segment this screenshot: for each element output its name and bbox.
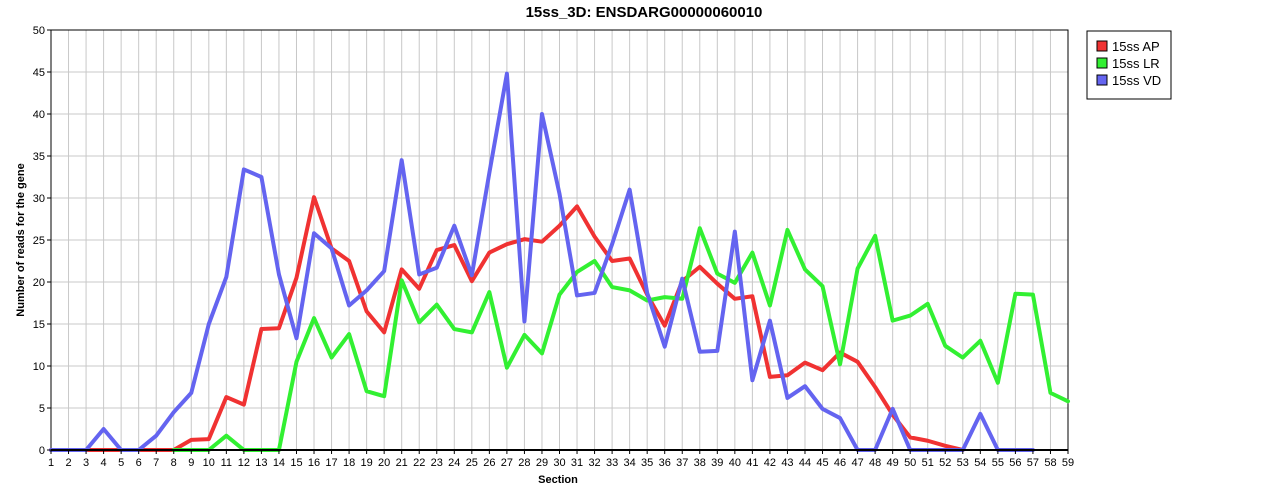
x-tick-label: 39 — [711, 457, 723, 469]
y-axis-title: Number of reads for the gene — [15, 163, 27, 316]
x-tick-label: 22 — [413, 457, 425, 469]
x-tick-label: 42 — [764, 457, 776, 469]
x-tick-label: 56 — [1009, 457, 1021, 469]
x-tick-label: 50 — [904, 457, 916, 469]
x-tick-label: 19 — [360, 457, 372, 469]
x-tick-label: 49 — [887, 457, 899, 469]
x-tick-label: 16 — [308, 457, 320, 469]
y-tick-label: 10 — [33, 361, 45, 373]
x-tick-label: 55 — [992, 457, 1004, 469]
x-tick-label: 31 — [571, 457, 583, 469]
x-tick-label: 35 — [641, 457, 653, 469]
x-tick-label: 25 — [466, 457, 478, 469]
x-tick-label: 48 — [869, 457, 881, 469]
x-tick-label: 11 — [221, 457, 232, 469]
x-axis-ticks: 1 2 3 4 5 6 7 8 9 10 11 12 13 14 15 16 17 18 19 20 21 22 23 24 2… — [48, 450, 1074, 469]
legend-swatch-15ss-ap — [1096, 40, 1108, 52]
x-tick-label: 7 — [153, 457, 159, 469]
legend-swatch-15ss-lr — [1096, 57, 1108, 69]
y-axis-ticks: 0 5 10 15 20 25 30 35 40 45 50 — [33, 25, 51, 457]
x-tick-label: 30 — [553, 457, 565, 469]
x-tick-label: 44 — [799, 457, 811, 469]
x-tick-label: 34 — [624, 457, 636, 469]
x-tick-label: 13 — [255, 457, 267, 469]
y-tick-label: 45 — [33, 67, 45, 79]
x-tick-label: 15 — [290, 457, 302, 469]
x-tick-label: 17 — [325, 457, 337, 469]
x-tick-label: 21 — [396, 457, 408, 469]
x-tick-label: 37 — [676, 457, 688, 469]
x-tick-label: 18 — [343, 457, 355, 469]
legend-label-15ss-vd: 15ss VD — [1112, 73, 1161, 88]
x-tick-label: 27 — [501, 457, 513, 469]
x-tick-label: 3 — [83, 457, 89, 469]
x-tick-label: 26 — [483, 457, 495, 469]
x-tick-label: 43 — [781, 457, 793, 469]
chart-title: 15ss_3D: ENSDARG00000060010 — [526, 4, 763, 21]
x-tick-label: 47 — [851, 457, 863, 469]
x-tick-label: 23 — [431, 457, 443, 469]
x-tick-label: 46 — [834, 457, 846, 469]
x-tick-label: 1 — [48, 457, 54, 469]
y-tick-label: 25 — [33, 235, 45, 247]
x-tick-label: 2 — [65, 457, 71, 469]
y-tick-label: 20 — [33, 277, 45, 289]
y-tick-label: 0 — [39, 445, 45, 457]
legend: 15ss AP 15ss LR 15ss VD — [1086, 30, 1172, 100]
x-tick-label: 8 — [171, 457, 177, 469]
y-tick-label: 5 — [39, 403, 45, 415]
x-tick-label: 36 — [659, 457, 671, 469]
legend-swatch-15ss-vd — [1096, 74, 1108, 86]
x-tick-label: 9 — [188, 457, 194, 469]
y-tick-label: 40 — [33, 109, 45, 121]
legend-label-15ss-ap: 15ss AP — [1112, 39, 1160, 54]
x-tick-label: 28 — [518, 457, 530, 469]
x-tick-label: 59 — [1062, 457, 1074, 469]
x-tick-label: 54 — [974, 457, 986, 469]
x-tick-label: 32 — [588, 457, 600, 469]
x-tick-label: 5 — [118, 457, 124, 469]
x-tick-label: 38 — [694, 457, 706, 469]
x-tick-label: 24 — [448, 457, 460, 469]
x-tick-label: 40 — [729, 457, 741, 469]
x-tick-label: 41 — [746, 457, 758, 469]
x-tick-label: 58 — [1044, 457, 1056, 469]
x-tick-label: 51 — [922, 457, 934, 469]
x-tick-label: 6 — [136, 457, 142, 469]
y-tick-label: 15 — [33, 319, 45, 331]
x-tick-label: 33 — [606, 457, 618, 469]
x-tick-label: 14 — [273, 457, 285, 469]
y-tick-label: 30 — [33, 193, 45, 205]
x-tick-label: 12 — [238, 457, 250, 469]
series-line-15ss-ap — [49, 195, 965, 452]
x-tick-label: 4 — [101, 457, 107, 469]
x-tick-label: 45 — [816, 457, 828, 469]
series-line-15ss-lr — [171, 226, 1070, 452]
legend-label-15ss-lr: 15ss LR — [1112, 56, 1160, 71]
grid — [50, 29, 1069, 451]
x-tick-label: 20 — [378, 457, 390, 469]
x-tick-label: 52 — [939, 457, 951, 469]
y-tick-label: 50 — [33, 25, 45, 37]
x-tick-label: 29 — [536, 457, 548, 469]
y-tick-label: 35 — [33, 151, 45, 163]
x-tick-label: 10 — [203, 457, 215, 469]
x-tick-label: 53 — [957, 457, 969, 469]
x-tick-label: 57 — [1027, 457, 1039, 469]
x-axis-title: Section — [538, 474, 578, 486]
